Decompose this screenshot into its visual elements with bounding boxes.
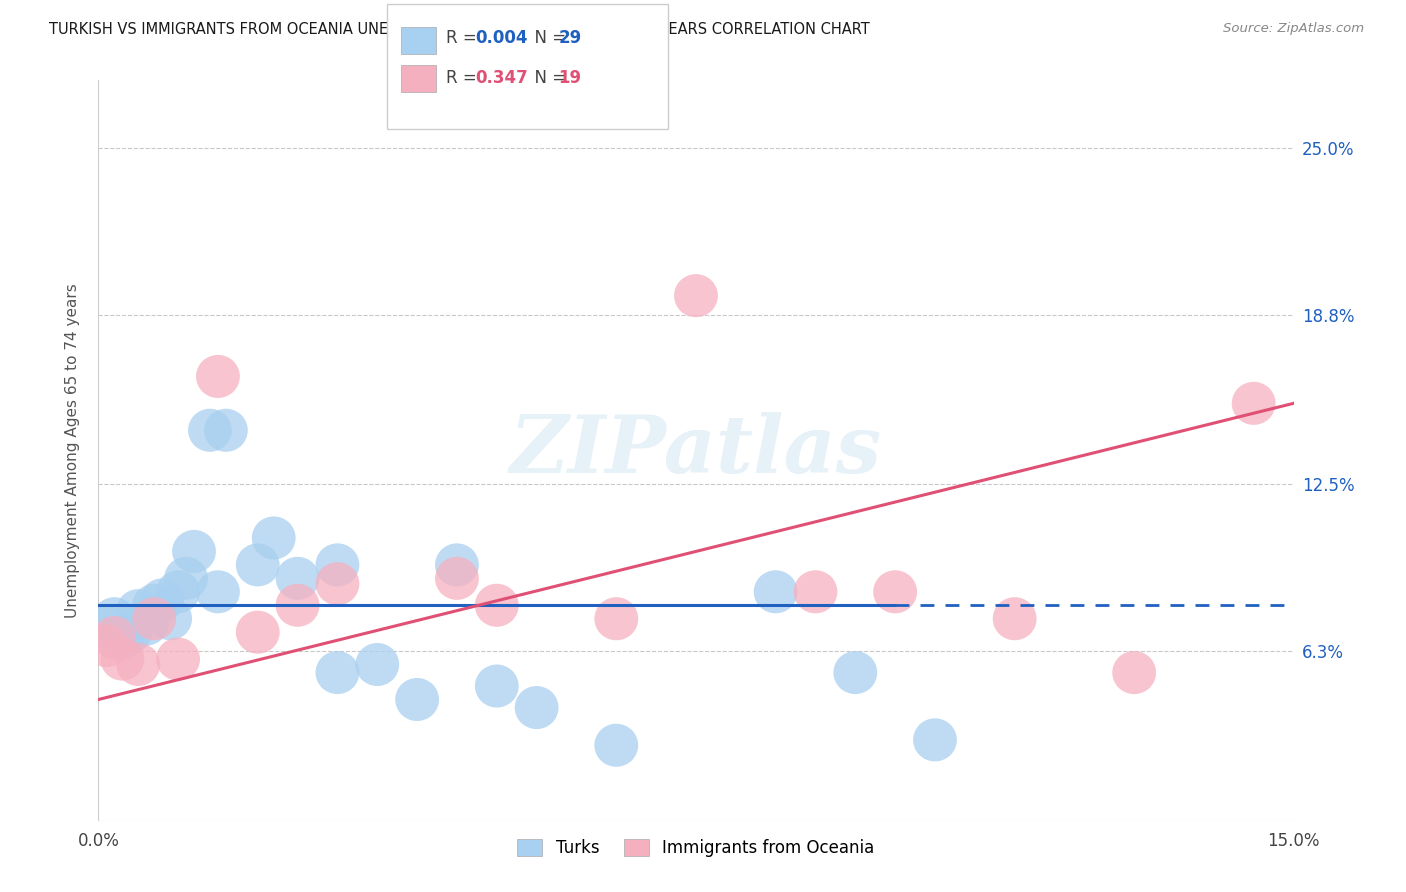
Ellipse shape xyxy=(315,543,360,586)
Ellipse shape xyxy=(141,578,184,622)
Ellipse shape xyxy=(356,643,399,686)
Ellipse shape xyxy=(475,665,519,707)
Ellipse shape xyxy=(148,597,193,640)
Text: R =: R = xyxy=(446,69,482,87)
Ellipse shape xyxy=(165,557,208,600)
Ellipse shape xyxy=(834,651,877,694)
Ellipse shape xyxy=(252,516,295,559)
Ellipse shape xyxy=(132,583,176,627)
Ellipse shape xyxy=(93,616,136,659)
Text: R =: R = xyxy=(446,29,482,47)
Ellipse shape xyxy=(434,543,479,586)
Ellipse shape xyxy=(993,597,1036,640)
Ellipse shape xyxy=(172,530,217,573)
Ellipse shape xyxy=(117,643,160,686)
Ellipse shape xyxy=(754,570,797,614)
Text: Source: ZipAtlas.com: Source: ZipAtlas.com xyxy=(1223,22,1364,36)
Ellipse shape xyxy=(315,562,360,606)
Ellipse shape xyxy=(1232,382,1275,425)
Legend: Turks, Immigrants from Oceania: Turks, Immigrants from Oceania xyxy=(510,832,882,864)
Ellipse shape xyxy=(434,557,479,600)
Ellipse shape xyxy=(395,678,439,721)
Ellipse shape xyxy=(124,603,169,646)
Ellipse shape xyxy=(912,718,957,762)
Ellipse shape xyxy=(673,274,718,318)
Text: TURKISH VS IMMIGRANTS FROM OCEANIA UNEMPLOYMENT AMONG AGES 65 TO 74 YEARS CORREL: TURKISH VS IMMIGRANTS FROM OCEANIA UNEMP… xyxy=(49,22,870,37)
Ellipse shape xyxy=(276,583,319,627)
Text: 0.347: 0.347 xyxy=(475,69,529,87)
Text: 19: 19 xyxy=(558,69,581,87)
Text: 29: 29 xyxy=(558,29,582,47)
Ellipse shape xyxy=(873,570,917,614)
Text: ZIPatlas: ZIPatlas xyxy=(510,412,882,489)
Ellipse shape xyxy=(315,651,360,694)
Ellipse shape xyxy=(195,355,240,398)
Ellipse shape xyxy=(117,589,160,632)
Ellipse shape xyxy=(195,570,240,614)
Ellipse shape xyxy=(236,543,280,586)
Text: N =: N = xyxy=(524,69,572,87)
Ellipse shape xyxy=(132,597,176,640)
Ellipse shape xyxy=(100,616,145,659)
Ellipse shape xyxy=(276,557,319,600)
Ellipse shape xyxy=(793,570,838,614)
Ellipse shape xyxy=(156,638,200,681)
Ellipse shape xyxy=(93,597,136,640)
Ellipse shape xyxy=(236,611,280,654)
Y-axis label: Unemployment Among Ages 65 to 74 years: Unemployment Among Ages 65 to 74 years xyxy=(65,283,80,618)
Ellipse shape xyxy=(595,597,638,640)
Text: N =: N = xyxy=(524,29,572,47)
Ellipse shape xyxy=(188,409,232,452)
Ellipse shape xyxy=(84,606,128,648)
Ellipse shape xyxy=(100,638,145,681)
Ellipse shape xyxy=(204,409,247,452)
Ellipse shape xyxy=(156,570,200,614)
Ellipse shape xyxy=(595,723,638,767)
Text: 0.004: 0.004 xyxy=(475,29,527,47)
Ellipse shape xyxy=(475,583,519,627)
Ellipse shape xyxy=(1112,651,1156,694)
Ellipse shape xyxy=(108,611,152,654)
Ellipse shape xyxy=(84,624,128,667)
Ellipse shape xyxy=(515,686,558,729)
